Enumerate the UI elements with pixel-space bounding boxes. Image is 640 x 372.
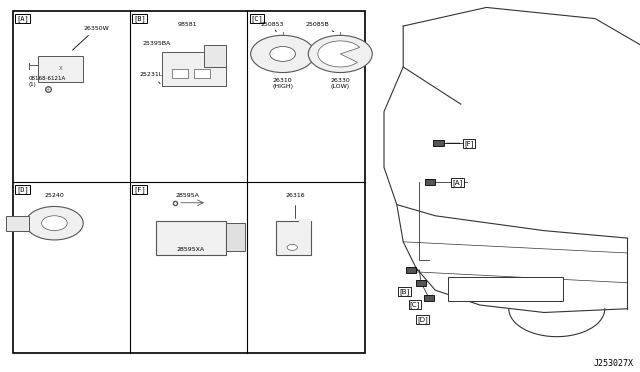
Text: +: + — [46, 87, 50, 92]
Bar — [424, 295, 434, 301]
Circle shape — [26, 206, 83, 240]
Text: [C]: [C] — [410, 301, 420, 308]
Text: [D]: [D] — [417, 316, 428, 323]
Text: 26350W: 26350W — [72, 26, 109, 50]
Bar — [13, 11, 365, 353]
Bar — [172, 69, 188, 78]
Bar — [6, 216, 29, 231]
Text: [B]: [B] — [399, 288, 410, 295]
Text: 25085B: 25085B — [305, 22, 334, 32]
Text: 25240: 25240 — [45, 193, 64, 198]
Text: [D]: [D] — [16, 186, 29, 193]
Text: 08168-6121A
(1): 08168-6121A (1) — [29, 76, 66, 87]
Wedge shape — [318, 41, 360, 67]
Bar — [162, 52, 226, 86]
Bar — [156, 221, 226, 255]
Bar — [204, 45, 226, 67]
Bar — [433, 140, 444, 146]
Text: 28595XA: 28595XA — [177, 247, 205, 252]
Text: 26310
(HIGH): 26310 (HIGH) — [272, 78, 293, 89]
Bar — [448, 277, 563, 301]
Circle shape — [251, 35, 315, 73]
Bar — [194, 69, 210, 78]
Text: [F]: [F] — [133, 186, 146, 193]
Text: 98581: 98581 — [178, 22, 198, 27]
Text: [C]: [C] — [251, 15, 264, 22]
Bar — [416, 280, 426, 286]
Text: [A]: [A] — [16, 15, 29, 22]
Text: 26316: 26316 — [285, 193, 305, 198]
Circle shape — [270, 46, 296, 61]
Text: 25231L: 25231L — [140, 72, 163, 84]
Bar — [226, 223, 245, 251]
Text: [F]: [F] — [446, 140, 474, 147]
Text: 26330
(LOW): 26330 (LOW) — [330, 78, 350, 89]
Text: X: X — [59, 66, 63, 71]
Text: 250853: 250853 — [260, 22, 284, 32]
Bar — [425, 179, 435, 185]
Text: J253027X: J253027X — [594, 359, 634, 368]
Circle shape — [287, 244, 298, 250]
Bar — [406, 267, 416, 273]
Text: 28595A: 28595A — [176, 193, 200, 198]
Text: 25395BA: 25395BA — [143, 41, 171, 46]
Circle shape — [308, 35, 372, 73]
Bar — [299, 219, 312, 227]
Circle shape — [42, 216, 67, 231]
Bar — [38, 56, 83, 82]
Bar — [276, 221, 312, 255]
Text: [B]: [B] — [133, 15, 146, 22]
Text: [A]: [A] — [452, 179, 463, 186]
